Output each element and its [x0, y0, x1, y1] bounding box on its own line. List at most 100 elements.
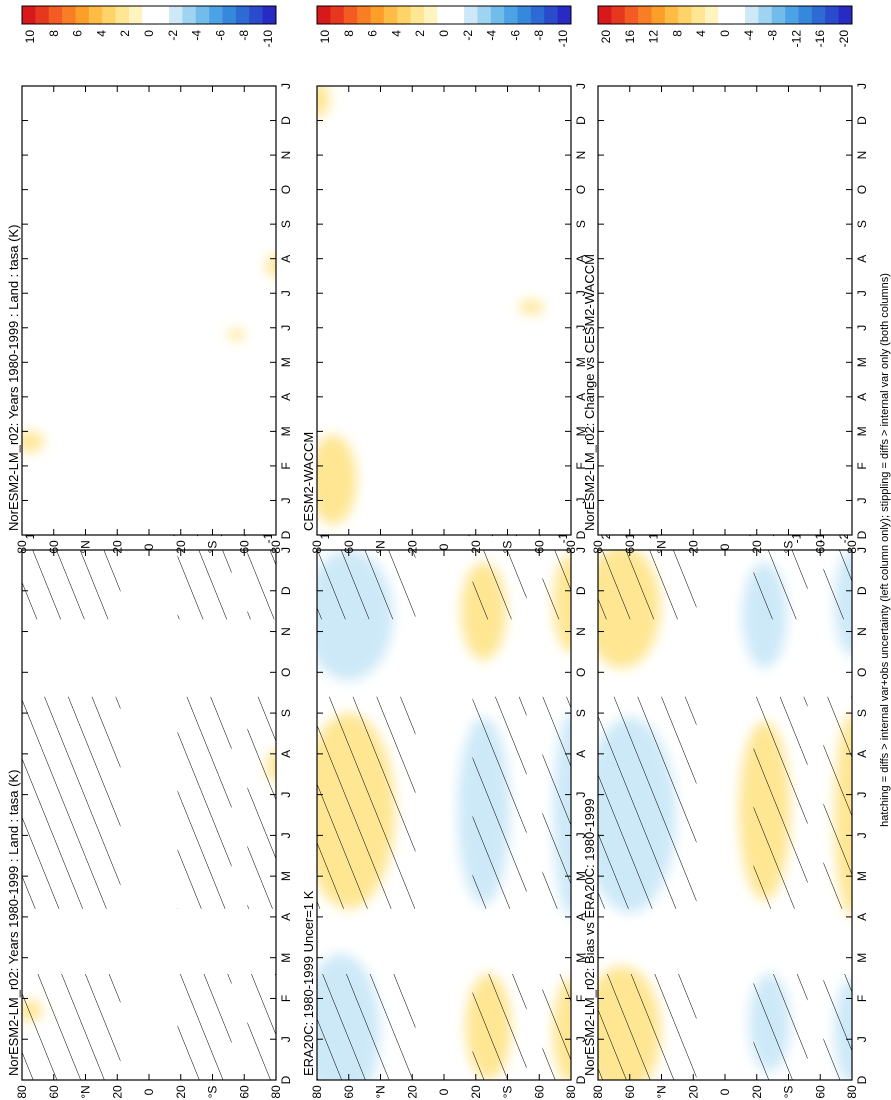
- colorbar-swatch: [704, 6, 719, 24]
- x-tick-label: N: [855, 151, 869, 160]
- y-tick-label: °N: [374, 1085, 388, 1098]
- x-tick-label: M: [279, 871, 293, 881]
- x-tick-label: N: [574, 151, 588, 160]
- colorbar-swatch: [718, 6, 733, 24]
- colorbar-swatch: [182, 6, 197, 24]
- colorbar-label: 6: [366, 30, 380, 37]
- colorbar-swatch: [504, 6, 519, 24]
- plot-background: [22, 86, 276, 535]
- colorbar-swatch: [423, 6, 438, 24]
- x-tick-label: J: [574, 832, 588, 838]
- contour-blob: [317, 434, 357, 525]
- y-tick-label: 60: [623, 540, 637, 554]
- colorbar-swatch: [370, 6, 385, 24]
- colorbar-label: -8: [532, 30, 546, 41]
- y-tick-label: °S: [501, 1086, 515, 1099]
- x-tick-label: O: [855, 668, 869, 677]
- y-tick-label: 80: [15, 1085, 29, 1099]
- x-tick-label: J: [855, 497, 869, 503]
- y-tick-label: 20: [405, 540, 419, 554]
- colorbar-swatch: [357, 6, 371, 24]
- x-tick-label: O: [279, 668, 293, 677]
- x-tick-label: A: [574, 913, 588, 921]
- x-tick-label: A: [279, 393, 293, 401]
- y-tick-label: °S: [206, 541, 220, 554]
- contour-blob: [266, 253, 276, 278]
- y-tick-label: °N: [374, 540, 388, 553]
- y-tick-label: 20: [110, 1085, 124, 1099]
- colorbar-label: 0: [142, 30, 156, 37]
- x-tick-label: N: [279, 627, 293, 636]
- y-tick-label: 0: [437, 543, 451, 550]
- y-tick-label: 80: [591, 1085, 605, 1099]
- y-tick-label: °S: [782, 541, 796, 554]
- y-tick-label: 60: [47, 540, 61, 554]
- colorbar-swatch: [544, 6, 559, 24]
- colorbar-swatch: [155, 6, 170, 24]
- hatching: [317, 974, 416, 1080]
- colorbar-label: 4: [694, 30, 708, 37]
- x-tick-label: J: [279, 497, 293, 503]
- y-tick-label: °N: [655, 540, 669, 553]
- hatching: [317, 696, 416, 909]
- x-tick-label: F: [279, 995, 293, 1002]
- y-tick-label: 20: [469, 1085, 483, 1099]
- x-tick-label: O: [855, 185, 869, 194]
- y-tick-label: 0: [718, 1088, 732, 1095]
- colorbar-frame: [316, 5, 572, 25]
- colorbar-swatch: [222, 6, 237, 24]
- x-tick-label: J: [279, 832, 293, 838]
- x-tick-label: D: [855, 586, 869, 595]
- colorbar-label: 8: [47, 30, 61, 37]
- y-tick-label: 20: [750, 1085, 764, 1099]
- colorbar-swatch: [235, 6, 250, 24]
- footer-note: hatching = diffs > internal var+obs unce…: [879, 273, 891, 827]
- x-tick-label: M: [855, 357, 869, 367]
- colorbar-swatch: [464, 6, 478, 24]
- colorbar-label: 10: [318, 30, 332, 44]
- hatching: [753, 974, 808, 1080]
- colorbar-swatch: [88, 6, 103, 24]
- colorbar-swatch: [450, 6, 465, 24]
- x-tick-label: J: [279, 290, 293, 296]
- colorbar-frame: [597, 5, 853, 25]
- colorbar-label: -2: [461, 30, 475, 41]
- colorbar-label: -8: [237, 30, 251, 41]
- hatching: [247, 974, 276, 1080]
- colorbar-label: 12: [647, 30, 661, 44]
- x-tick-label: A: [855, 913, 869, 921]
- y-tick-label: °S: [206, 1086, 220, 1099]
- colorbar-swatch: [731, 6, 746, 24]
- colorbar-label: -6: [213, 30, 227, 41]
- x-tick-label: D: [574, 530, 588, 539]
- contour-blob: [22, 431, 45, 453]
- y-tick-label: 60: [342, 1085, 356, 1099]
- colorbar-swatch: [598, 6, 612, 24]
- colorbar-swatch: [330, 6, 345, 24]
- y-tick-label: °N: [79, 1085, 93, 1098]
- hatching: [247, 696, 276, 909]
- x-tick-label: A: [855, 255, 869, 263]
- colorbar-swatch: [437, 6, 452, 24]
- x-tick-label: F: [574, 995, 588, 1002]
- y-tick-label: 60: [813, 1085, 827, 1099]
- colorbar-swatch: [128, 6, 143, 24]
- colorbar-label: 8: [670, 30, 684, 37]
- colorbar-label: -4: [485, 30, 499, 41]
- y-tick-label: 0: [718, 543, 732, 550]
- y-tick-label: °N: [655, 1085, 669, 1098]
- x-tick-label: N: [855, 627, 869, 636]
- y-tick-label: 80: [845, 1085, 859, 1099]
- y-tick-label: °N: [79, 540, 93, 553]
- x-tick-label: S: [279, 709, 293, 717]
- y-tick-label: 20: [686, 1085, 700, 1099]
- x-tick-label: F: [574, 462, 588, 469]
- colorbar-label: -2: [166, 30, 180, 41]
- x-tick-label: J: [279, 325, 293, 331]
- colorbar-swatch: [48, 6, 63, 24]
- y-tick-label: 80: [564, 1085, 578, 1099]
- x-tick-label: A: [855, 393, 869, 401]
- x-tick-label: A: [855, 750, 869, 758]
